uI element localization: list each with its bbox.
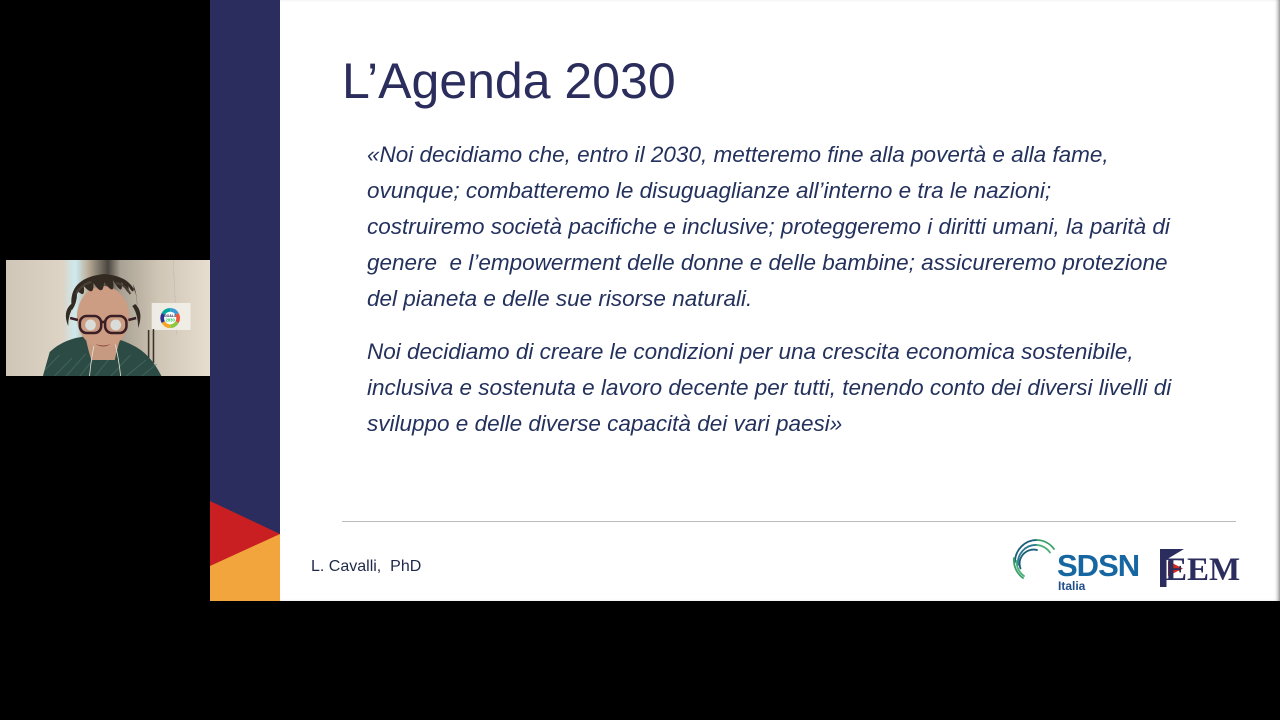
svg-text:SDSN: SDSN (1057, 548, 1139, 583)
svg-text:2030: 2030 (166, 317, 176, 322)
svg-text:Italia: Italia (1058, 579, 1086, 593)
svg-text:EEM: EEM (1165, 552, 1240, 588)
